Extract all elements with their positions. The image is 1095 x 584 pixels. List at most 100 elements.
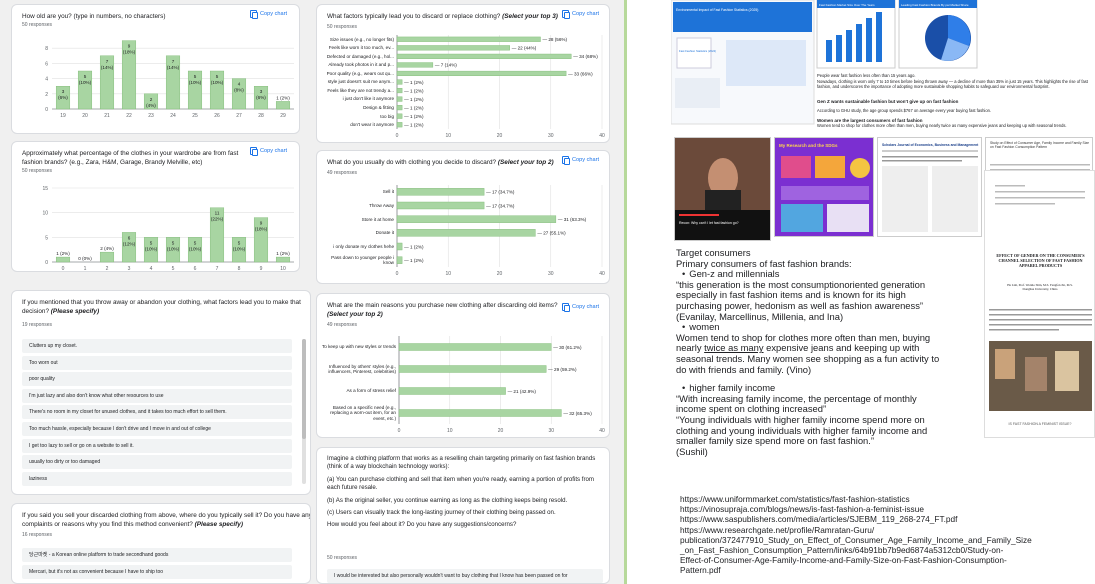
bar xyxy=(55,256,71,263)
bar xyxy=(143,237,159,263)
bar xyxy=(99,251,115,263)
scrollbar-track[interactable] xyxy=(302,339,306,484)
bar xyxy=(396,215,557,223)
x-tick-label: 20 xyxy=(498,428,504,434)
category-label: Design & fitting xyxy=(363,105,394,110)
response-row: There's no room in my closet for unused … xyxy=(22,405,292,420)
response-row: Too much hassle, especially because I do… xyxy=(22,422,292,436)
copy-icon xyxy=(250,10,258,19)
question-card-sell: If you said you sell your discarded clot… xyxy=(11,503,311,584)
notes-source: (Sushil) xyxy=(676,445,708,457)
data-label: (10%) xyxy=(189,246,202,251)
x-tick-label: 20 xyxy=(497,271,503,277)
paragraph-1: People wear fast fashion less often than… xyxy=(817,73,916,78)
question-card-platform: Imagine a clothing platform that works a… xyxy=(316,447,610,584)
copy-chart-button[interactable]: Copy chart xyxy=(562,10,599,19)
category-label: Based on a specific need (e.g., replacin… xyxy=(330,405,396,420)
data-label: 6 xyxy=(128,235,131,240)
category-label: Donate it xyxy=(376,230,394,235)
bar xyxy=(396,96,403,102)
y-tick-label: 4 xyxy=(45,77,48,83)
data-label: — 1 (2%) xyxy=(404,80,424,85)
question-card-reasons: What are the main reasons you purchase n… xyxy=(316,293,610,438)
category-label: Throw Away xyxy=(369,203,394,208)
video-thumbnail[interactable]: Recon: Why can't I let fast fashion go? xyxy=(674,137,771,241)
y-tick-label: 0 xyxy=(45,260,48,266)
bar xyxy=(396,45,510,51)
notes-title: Target consumers xyxy=(676,247,751,258)
data-label: (6%) xyxy=(256,95,266,100)
stats-website-screenshot: Environmental Impact of Fast Fashion Sta… xyxy=(671,0,1088,128)
factors-bar-chart: 0 10 20 30 40 — 28 (56%) Size issues (e.g., no… xyxy=(327,35,605,139)
data-label: (18%) xyxy=(255,227,268,232)
data-label: (10%) xyxy=(167,246,180,251)
link-4-cont-3[interactable]: Effect-of-Consumer-Age-Family-Income-and… xyxy=(680,555,1007,566)
data-label: — 22 (44%) xyxy=(512,46,537,51)
link-3[interactable]: https://www.saspublishers.com/media/arti… xyxy=(680,514,958,525)
response-count: 50 responses xyxy=(22,22,53,28)
heading-3: Women are the largest consumers of fast … xyxy=(817,118,923,123)
x-tick-label: 24 xyxy=(170,113,176,119)
bar xyxy=(396,201,485,210)
x-tick-label: 0 xyxy=(396,133,399,139)
bar xyxy=(396,62,434,68)
response-row: poor quality xyxy=(22,372,292,387)
data-label: (4%) xyxy=(146,103,156,108)
category-label: too big xyxy=(380,114,394,119)
bar xyxy=(398,387,506,395)
x-tick-label: 30 xyxy=(548,428,554,434)
data-label: — 7 (14%) xyxy=(435,63,457,68)
copy-chart-button[interactable]: Copy chart xyxy=(562,303,599,312)
response-row: Too worn out xyxy=(22,355,292,370)
bar xyxy=(165,237,181,263)
x-tick-label: 10 xyxy=(447,428,453,434)
x-tick-label: 19 xyxy=(60,113,66,119)
bar xyxy=(396,256,403,264)
response-count: 50 responses xyxy=(327,555,358,561)
bar xyxy=(231,78,247,110)
data-label: 1 (2%) xyxy=(276,95,290,100)
bar xyxy=(396,113,403,119)
data-label: — 1 (2%) xyxy=(404,88,424,93)
bar xyxy=(253,217,269,263)
copy-icon xyxy=(562,303,570,312)
scrollbar-thumb[interactable] xyxy=(302,339,306,439)
copy-icon xyxy=(250,147,258,156)
link-1[interactable]: https://www.uniformmarket.com/statistics… xyxy=(680,494,910,504)
link-4-cont-4[interactable]: Pattern.pdf xyxy=(680,565,721,576)
question-title: What do you usually do with clothing you… xyxy=(327,159,554,166)
question-card-discard: What do you usually do with clothing you… xyxy=(316,150,610,284)
slide-canvas: Environmental Impact of Fast Fashion Sta… xyxy=(671,0,1095,584)
x-tick-label: 25 xyxy=(192,113,198,119)
response-row: usually too dirty or too damaged xyxy=(22,455,292,470)
link-4[interactable]: https://www.researchgate.net/profile/Ram… xyxy=(680,524,875,535)
x-tick-label: 1 xyxy=(84,266,87,272)
paragraph-1b: Nowadays, clothing is worn only 7 to 10 … xyxy=(817,79,1088,89)
copy-chart-button[interactable]: Copy chart xyxy=(250,147,287,156)
data-label: — 32 (65.3%) xyxy=(563,411,592,416)
bar xyxy=(396,36,541,42)
response-count: 19 responses xyxy=(22,322,53,328)
copy-chart-button[interactable]: Copy chart xyxy=(562,156,599,165)
x-tick-label: 23 xyxy=(148,113,154,119)
bar xyxy=(396,242,403,251)
bar xyxy=(121,232,137,263)
x-tick-label: 40 xyxy=(599,428,605,434)
notes-primary: Primary consumers of fast fashion brands… xyxy=(676,257,852,269)
link-2[interactable]: https://vinosupraja.com/blogs/news/is-fa… xyxy=(680,504,924,515)
copy-chart-button[interactable]: Copy chart xyxy=(250,10,287,19)
x-tick-label: 7 xyxy=(216,266,219,272)
bar xyxy=(187,237,203,263)
bar xyxy=(275,256,291,263)
data-label: — 28 (56%) xyxy=(543,37,568,42)
data-label: (10%) xyxy=(145,246,158,251)
link-4-cont-2[interactable]: _on_Fast_Fashion_Consumption_Pattern/lin… xyxy=(680,545,1004,556)
x-tick-label: 0 xyxy=(398,428,401,434)
svg-text:IS FAST FASHION A FEMINIST ISS: IS FAST FASHION A FEMINIST ISSUE? xyxy=(1009,422,1072,426)
research-paper-image: EFFECT OF GENDER ON THE CONSUMER'S CHANN… xyxy=(984,170,1095,438)
bar xyxy=(396,229,536,237)
x-tick-label: 9 xyxy=(260,266,263,272)
data-label: — 1 (2%) xyxy=(404,97,424,102)
data-label: — 1 (2%) xyxy=(404,123,424,128)
link-4-cont-1[interactable]: publication/372477910_Study_on_Effect_of… xyxy=(680,534,1032,545)
